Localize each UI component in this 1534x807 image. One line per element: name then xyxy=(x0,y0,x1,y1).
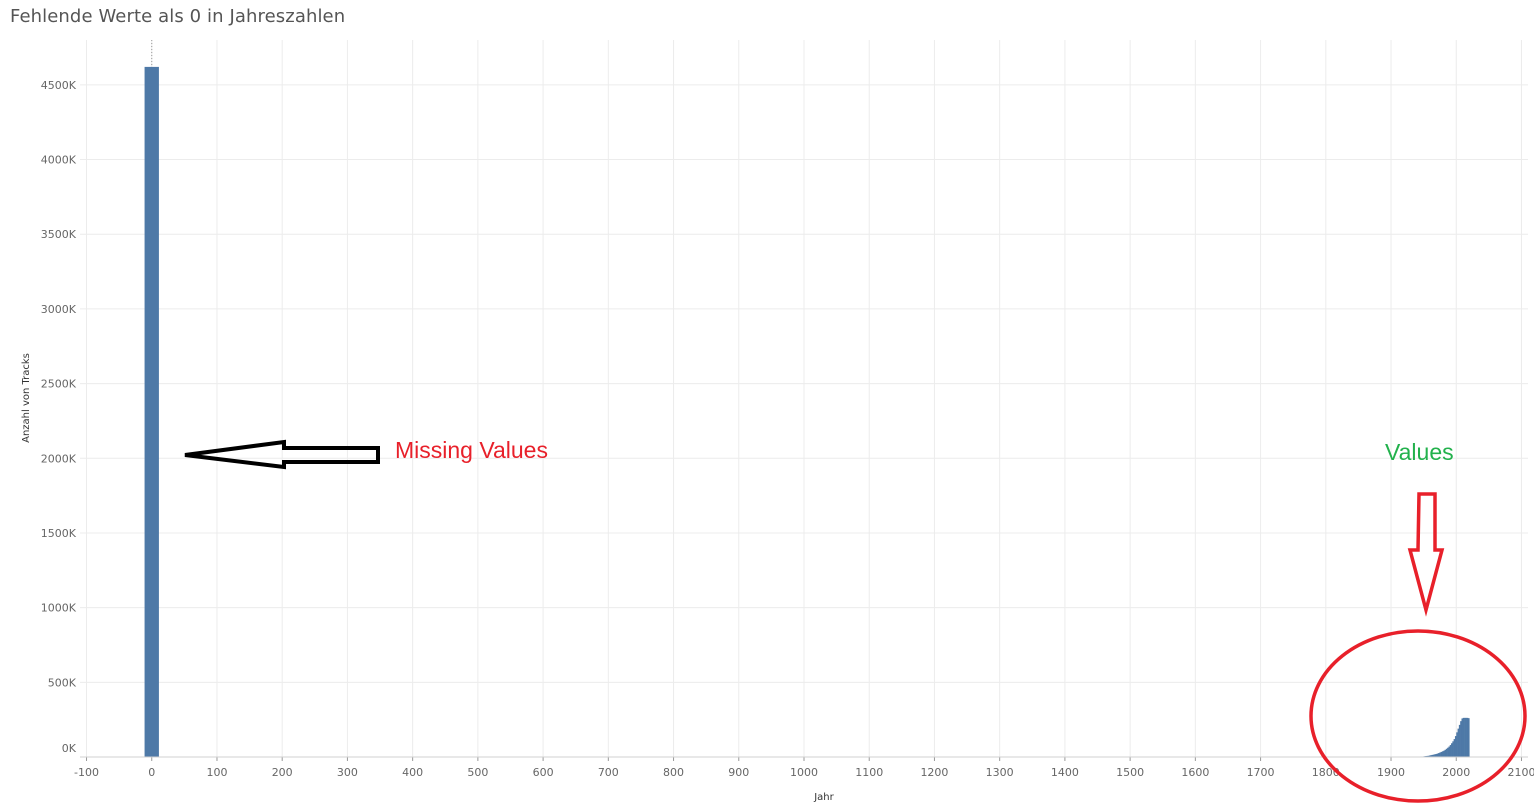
histogram-bar xyxy=(1454,736,1457,757)
histogram-bar xyxy=(1452,741,1454,757)
missing-values-label: Missing Values xyxy=(395,437,548,463)
histogram-bar xyxy=(1445,748,1448,757)
histogram-bar xyxy=(1437,753,1440,757)
values-highlight-ellipse xyxy=(1309,629,1527,803)
y-tick-label: 4000K xyxy=(41,154,77,167)
x-tick-label: 1700 xyxy=(1247,766,1275,779)
y-tick-label: 1000K xyxy=(41,602,77,615)
histogram-bar xyxy=(1434,754,1436,757)
x-tick-label: 1200 xyxy=(920,766,948,779)
histogram-bar xyxy=(1451,743,1453,757)
histogram-bar xyxy=(1426,755,1428,757)
histogram-bar xyxy=(1439,752,1441,757)
histogram-bar xyxy=(144,66,159,757)
histogram-bar xyxy=(1447,747,1449,757)
left-arrow-annotation xyxy=(184,439,380,470)
y-tick-label: 2500K xyxy=(41,378,77,391)
x-tick-label: 2000 xyxy=(1442,766,1470,779)
histogram-bar xyxy=(1432,754,1435,757)
x-tick-label: 100 xyxy=(206,766,227,779)
histogram-bar xyxy=(1458,724,1461,757)
histogram-bar xyxy=(1460,721,1462,757)
histogram-bar xyxy=(1467,718,1470,757)
histogram-bar xyxy=(1466,717,1469,757)
histogram-bar xyxy=(1444,749,1447,757)
bars xyxy=(144,66,1470,758)
x-tick-label: 1900 xyxy=(1377,766,1405,779)
histogram-bar xyxy=(1449,745,1452,757)
y-tick-label: 2000K xyxy=(41,452,77,465)
x-tick-label: 700 xyxy=(598,766,619,779)
x-tick-label: 1500 xyxy=(1116,766,1144,779)
x-tick-label: 900 xyxy=(728,766,749,779)
chart-title: Fehlende Werte als 0 in Jahreszahlen xyxy=(10,6,346,27)
y-tick-label: 0K xyxy=(62,742,77,755)
grid-lines xyxy=(80,40,1528,757)
histogram-bar xyxy=(1431,754,1434,757)
y-tick-label: 3500K xyxy=(41,228,77,241)
x-tick-label: 1400 xyxy=(1051,766,1079,779)
x-tick-label: 500 xyxy=(467,766,488,779)
y-tick-label: 3000K xyxy=(41,303,77,316)
histogram-bar xyxy=(1461,718,1464,757)
x-tick-label: 300 xyxy=(337,766,358,779)
down-arrow-annotation xyxy=(1407,492,1445,617)
histogram-bar xyxy=(1453,739,1456,757)
histogram-bar xyxy=(1443,750,1445,757)
y-tick-label: 1500K xyxy=(41,527,77,540)
x-tick-label: 1100 xyxy=(855,766,883,779)
histogram-bar xyxy=(1427,755,1430,757)
x-tick-label: 2100 xyxy=(1507,766,1534,779)
x-tick-label: 400 xyxy=(402,766,423,779)
x-tick-label: -100 xyxy=(74,766,99,779)
x-tick-label: 800 xyxy=(663,766,684,779)
histogram-bar xyxy=(1435,754,1437,757)
histogram-bar xyxy=(1465,717,1467,757)
y-axis-title: Anzahl von Tracks xyxy=(21,353,32,443)
x-axis-title: Jahr xyxy=(813,792,834,803)
values-label: Values xyxy=(1385,439,1454,465)
x-tick-label: 1300 xyxy=(986,766,1014,779)
x-tick-label: 0 xyxy=(148,766,155,779)
axes: -100 0 100 200 300 400 500 600 700 800 900 1000 1100… xyxy=(41,79,1534,779)
histogram-bar xyxy=(1441,751,1444,757)
x-tick-label: 1600 xyxy=(1181,766,1209,779)
histogram-bar xyxy=(1430,755,1432,757)
x-tick-label: 200 xyxy=(272,766,293,779)
x-tick-label: 1000 xyxy=(790,766,818,779)
histogram-bar xyxy=(1462,717,1465,757)
histogram-bar xyxy=(1436,753,1439,757)
histogram-bar xyxy=(1464,717,1466,757)
histogram-bar xyxy=(1456,732,1458,757)
histogram-bar xyxy=(1448,746,1451,757)
x-tick-label: 600 xyxy=(533,766,554,779)
histogram-bar xyxy=(1440,751,1443,757)
histogram-bar xyxy=(1428,755,1431,757)
histogram-bar xyxy=(1457,728,1460,757)
y-tick-label: 500K xyxy=(48,676,77,689)
y-tick-label: 4500K xyxy=(41,79,77,92)
